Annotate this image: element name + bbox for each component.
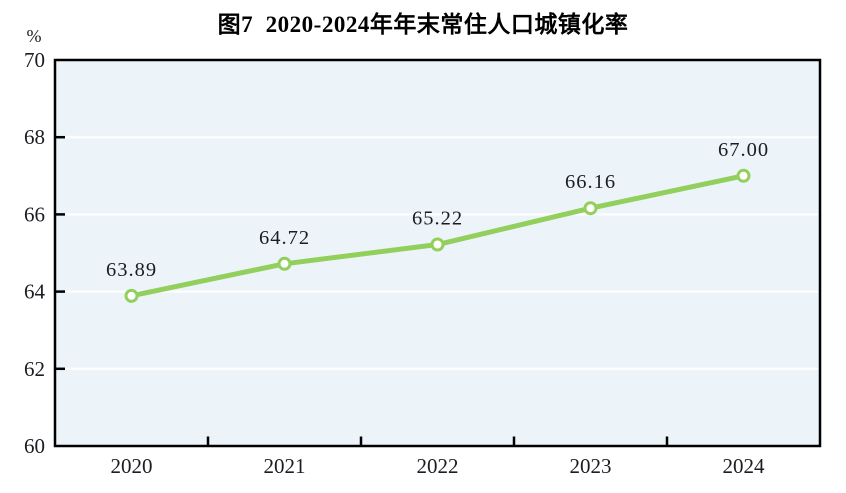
y-axis-tick-label-70: 70 [24, 48, 45, 72]
y-axis-tick-label-62: 62 [24, 357, 45, 381]
chart-title: 图7 2020-2024年年末常住人口城镇化率 [217, 12, 629, 37]
data-label-2024: 67.00 [718, 139, 769, 161]
data-point-2021 [277, 256, 292, 271]
x-axis-tick-label-2021: 2021 [264, 454, 306, 478]
data-label-2020: 63.89 [106, 259, 157, 281]
data-point-2020 [124, 288, 139, 303]
data-point-2024 [736, 168, 751, 183]
x-axis-tick-label-2024: 2024 [723, 454, 766, 478]
plot-border [53, 58, 822, 448]
plot-area-background [55, 60, 820, 446]
y-axis-tick-label-68: 68 [24, 125, 45, 149]
y-axis-tick-label-60: 60 [24, 434, 45, 458]
data-point-2023 [583, 201, 598, 216]
y-axis-unit-label: % [27, 26, 42, 46]
x-axis-tick-label-2023: 2023 [570, 454, 612, 478]
data-point-2022 [430, 237, 445, 252]
y-axis-tick-label-64: 64 [24, 280, 46, 304]
x-axis-tick-label-2020: 2020 [111, 454, 153, 478]
data-label-2021: 64.72 [259, 227, 310, 249]
data-label-2022: 65.22 [412, 208, 463, 230]
y-axis-tick-label-66: 66 [24, 202, 45, 226]
x-axis-tick-label-2022: 2022 [417, 454, 459, 478]
data-label-2023: 66.16 [565, 171, 616, 193]
